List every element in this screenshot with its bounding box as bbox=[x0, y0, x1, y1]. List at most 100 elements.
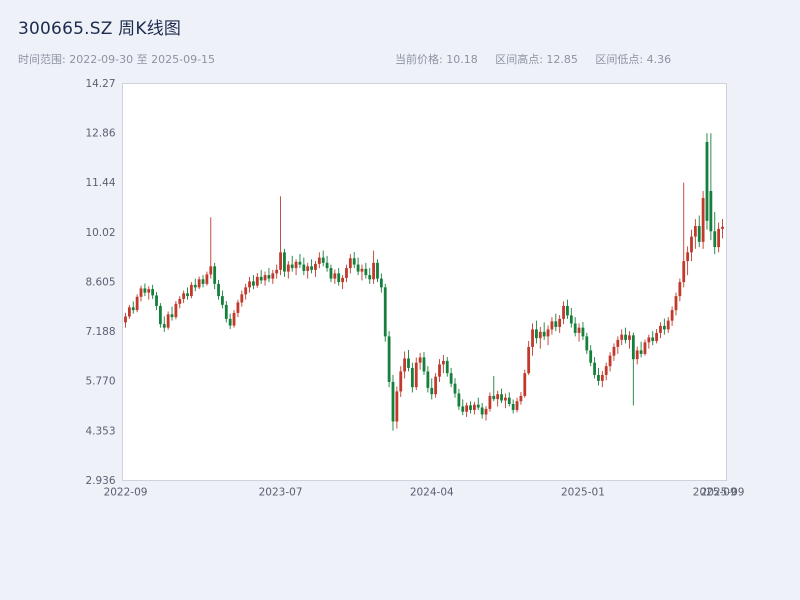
candle-body bbox=[197, 279, 201, 288]
candle-body bbox=[686, 252, 690, 262]
candle-body bbox=[279, 252, 282, 270]
candle-body bbox=[224, 304, 228, 319]
candle-body bbox=[569, 315, 573, 324]
candle-body bbox=[383, 287, 387, 337]
y-tick-label: 14.27 bbox=[85, 78, 115, 90]
candle-body bbox=[469, 405, 472, 410]
candle-body bbox=[267, 275, 271, 279]
candle-body bbox=[290, 264, 294, 269]
candle-body bbox=[566, 305, 569, 316]
range-low-label: 区间低点: 4.36 bbox=[595, 53, 672, 66]
candle-body bbox=[271, 273, 275, 279]
candle-body bbox=[306, 266, 310, 271]
candle-body bbox=[302, 264, 306, 271]
candle-body bbox=[620, 334, 624, 340]
candle-body bbox=[325, 262, 329, 269]
candle-body bbox=[151, 289, 155, 296]
candle-body bbox=[379, 278, 383, 288]
candle-body bbox=[639, 350, 643, 354]
candle-body bbox=[399, 371, 403, 392]
candle-body bbox=[333, 273, 337, 279]
candle-body bbox=[236, 302, 240, 313]
candle-body bbox=[484, 408, 488, 415]
candle-body bbox=[670, 310, 674, 321]
candle-body bbox=[434, 376, 438, 395]
candle-body bbox=[217, 283, 220, 297]
candle-body bbox=[705, 141, 709, 221]
candle-body bbox=[255, 276, 259, 286]
candle-body bbox=[174, 303, 178, 318]
x-tick-label: 2025-01 bbox=[561, 487, 605, 499]
page-title: 300665.SZ 周K线图 bbox=[18, 19, 182, 39]
candle-body bbox=[356, 264, 360, 272]
candle-body bbox=[608, 355, 612, 367]
candle-body bbox=[472, 404, 476, 410]
candle-body bbox=[527, 346, 531, 374]
candle-body bbox=[124, 316, 127, 323]
candle-body bbox=[283, 252, 286, 272]
candle-body bbox=[550, 321, 554, 330]
candle-body bbox=[573, 323, 577, 333]
candle-body bbox=[221, 296, 224, 305]
candle-body bbox=[403, 358, 407, 372]
plot-area bbox=[122, 83, 727, 481]
candle-body bbox=[693, 226, 697, 237]
candle-body bbox=[193, 284, 197, 288]
candle-body bbox=[701, 198, 705, 242]
candle-body bbox=[158, 305, 162, 325]
x-tick-label: 2023-07 bbox=[259, 487, 303, 499]
candle-body bbox=[376, 262, 379, 279]
candle-body bbox=[372, 262, 376, 280]
candle-body bbox=[558, 318, 562, 327]
candle-body bbox=[414, 362, 418, 388]
candle-body bbox=[678, 282, 682, 297]
candle-body bbox=[310, 266, 313, 270]
candle-body bbox=[709, 191, 713, 232]
candle-body bbox=[523, 373, 527, 396]
candle-body bbox=[585, 336, 589, 351]
candle-body bbox=[182, 293, 186, 299]
candle-body bbox=[597, 374, 600, 381]
y-tick-label: 2.936 bbox=[85, 475, 115, 487]
candle-body bbox=[135, 296, 139, 311]
candle-body bbox=[213, 266, 217, 284]
candle-body bbox=[666, 320, 670, 330]
candle-body bbox=[449, 373, 453, 384]
candle-body bbox=[391, 381, 395, 422]
candle-body bbox=[438, 364, 441, 377]
candle-body bbox=[364, 268, 368, 276]
candle-body bbox=[465, 405, 469, 412]
y-tick-label: 12.86 bbox=[85, 127, 115, 139]
x-tick-label: 2024-04 bbox=[410, 487, 454, 499]
candle-body bbox=[139, 288, 143, 297]
candle-body bbox=[507, 397, 511, 405]
candle-body bbox=[674, 296, 678, 311]
candle-body bbox=[441, 360, 445, 365]
candle-body bbox=[647, 337, 651, 343]
candle-body bbox=[426, 371, 430, 388]
y-tick-label: 8.605 bbox=[85, 276, 115, 288]
candle-body bbox=[368, 275, 372, 280]
candle-body bbox=[546, 329, 550, 337]
candle-body bbox=[259, 276, 263, 281]
candle-body bbox=[635, 350, 639, 360]
x-tick-label: 2022-09 bbox=[104, 487, 148, 499]
range-high-label: 区间高点: 12.85 bbox=[495, 53, 578, 66]
candle-body bbox=[286, 264, 290, 272]
candle-body bbox=[488, 395, 492, 409]
candle-body bbox=[577, 327, 581, 333]
time-range-label: 时间范围: 2022-09-30 至 2025-09-15 bbox=[18, 53, 216, 66]
y-tick-label: 7.188 bbox=[85, 326, 115, 338]
candle-body bbox=[476, 404, 480, 408]
price-summary: 当前价格: 10.18 区间高点: 12.85 区间低点: 4.36 bbox=[395, 51, 685, 67]
current-price-label: 当前价格: 10.18 bbox=[395, 53, 478, 66]
candle-body bbox=[554, 321, 558, 327]
candle-body bbox=[162, 324, 166, 328]
candle-body bbox=[430, 387, 434, 395]
candle-body bbox=[504, 397, 507, 401]
candle-body bbox=[178, 298, 182, 304]
candle-body bbox=[232, 312, 236, 326]
candle-body bbox=[360, 268, 364, 272]
candle-body bbox=[697, 226, 701, 242]
